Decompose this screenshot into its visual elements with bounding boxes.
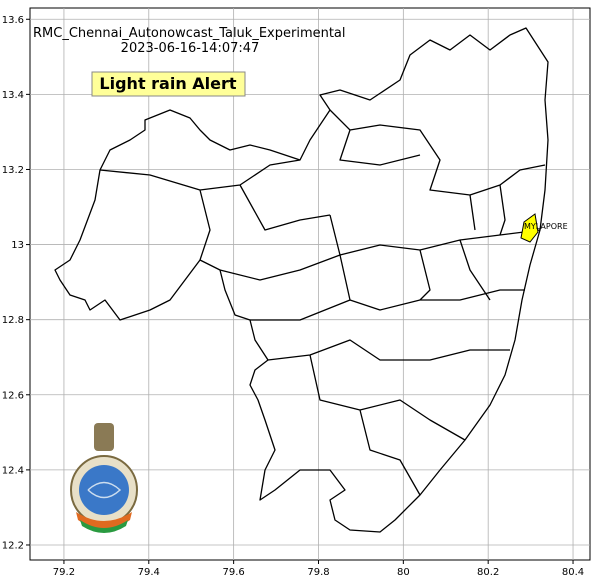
x-tick-label: 80 [397,567,410,578]
alert-text: Light rain Alert [99,74,236,93]
y-tick-label: 12.8 [2,315,24,326]
imd-logo [70,423,138,533]
taluk-line [419,184,506,301]
y-tick-label: 13.6 [2,15,24,26]
alert-box [91,71,246,97]
y-tick-label: 13 [11,240,24,251]
taluk-line [250,299,510,496]
state-outline [54,27,549,533]
x-tick-label: 79.2 [53,567,75,578]
y-tick-label: 12.4 [2,465,24,476]
taluk-line [99,159,331,261]
x-tick-label: 80.4 [562,567,584,578]
x-tick-label: 79.6 [223,567,245,578]
y-tick-label: 12.6 [2,390,24,401]
y-tick-label: 13.2 [2,165,24,176]
y-tick-label: 13.4 [2,90,24,101]
taluk-line [329,109,546,196]
map-timestamp: 2023-06-16-14:07:47 [121,41,260,56]
taluk-line [219,214,541,311]
x-tick-label: 79.4 [138,567,160,578]
map-title: RMC_Chennai_Autonowcast_Taluk_Experiment… [33,26,346,41]
x-tick-label: 80.2 [477,567,499,578]
region-label: MYLAPORE [524,222,568,231]
taluk-boundaries [54,27,549,533]
x-tick-label: 79.8 [307,567,329,578]
highlighted-taluk [520,213,539,243]
y-tick-label: 12.2 [2,540,24,551]
